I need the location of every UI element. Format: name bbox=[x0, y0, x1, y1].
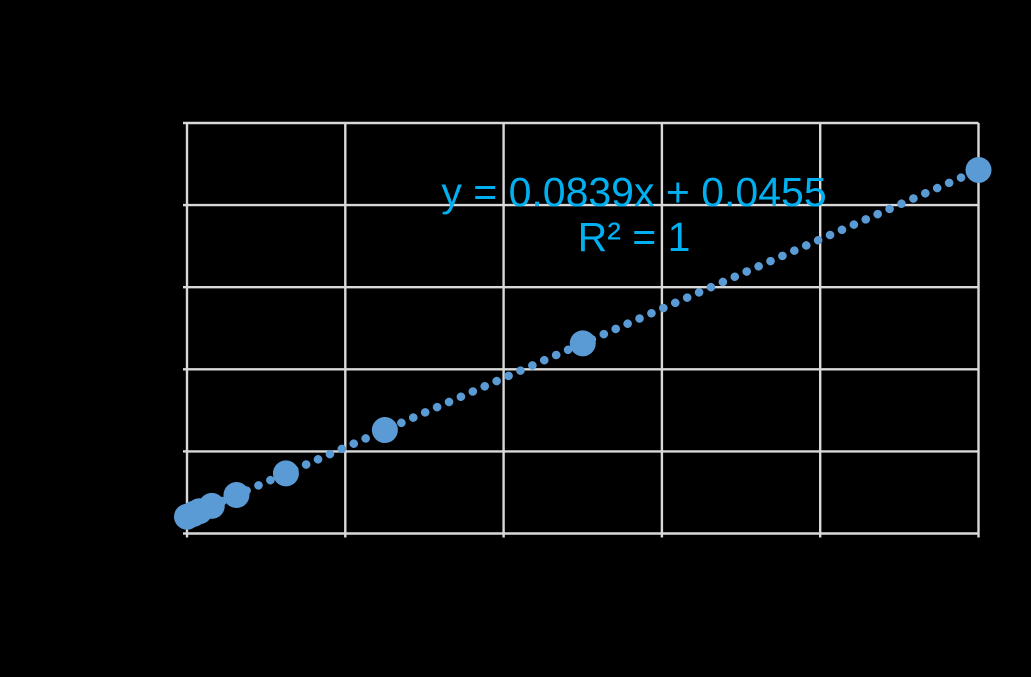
data-point bbox=[198, 492, 225, 519]
trendline-r-squared-text: R² = 1 bbox=[577, 214, 691, 260]
trendline-equation-text: y = 0.0839x + 0.0455 bbox=[441, 169, 827, 215]
data-point bbox=[223, 482, 250, 509]
data-point bbox=[371, 417, 398, 444]
trendline-label: y = 0.0839x + 0.0455 R² = 1 bbox=[434, 170, 834, 260]
data-point bbox=[569, 330, 596, 357]
data-point bbox=[965, 156, 992, 183]
data-point bbox=[272, 460, 299, 487]
